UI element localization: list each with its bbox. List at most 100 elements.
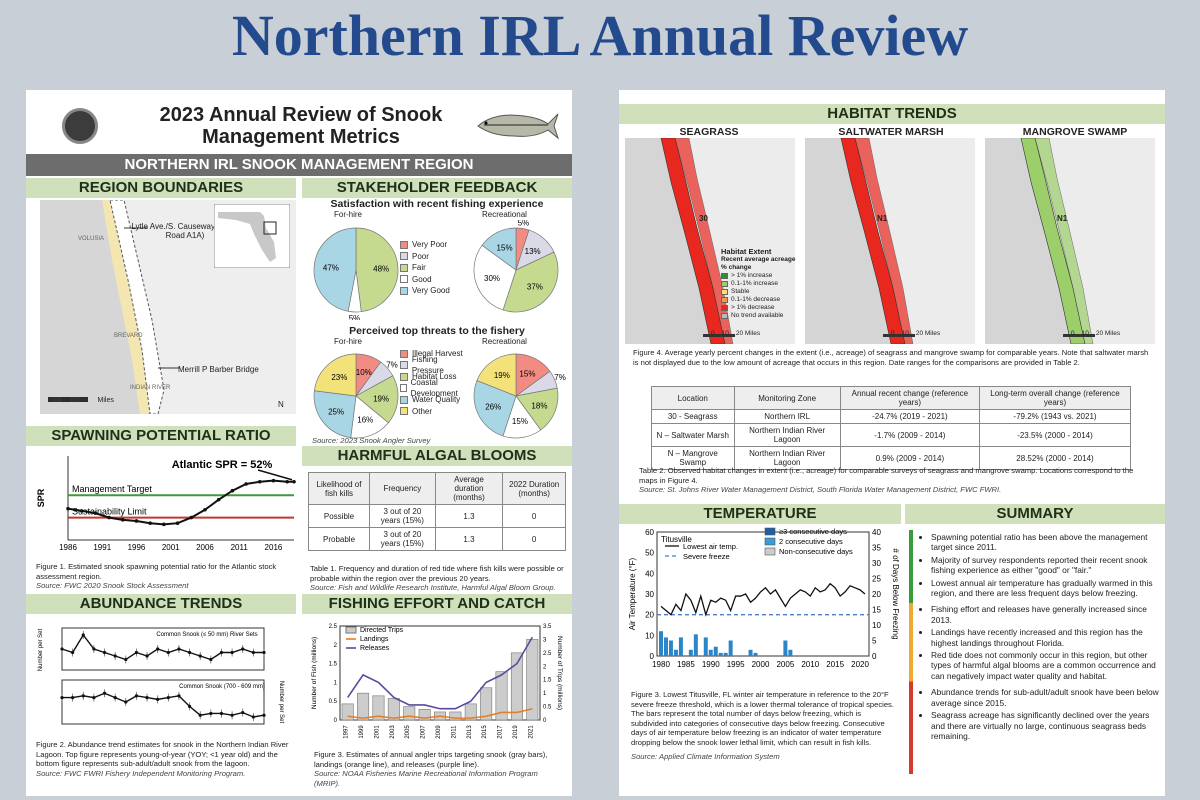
pie-slice: [481, 227, 517, 271]
y-tick-right: 20: [872, 590, 881, 599]
map-tag-mangrove: N1: [1057, 214, 1068, 223]
region-banner: NORTHERN IRL SNOOK MANAGEMENT REGION: [26, 154, 572, 176]
management-target-label: Management Target: [72, 484, 152, 494]
freeze-day-bar: [668, 640, 673, 656]
habitat-region: [854, 138, 914, 344]
pie-slice: [473, 380, 517, 437]
map-tag-seagrass: 30: [699, 214, 708, 223]
scale-bar: [703, 334, 735, 337]
summary-item: Spawning potential ratio has been above …: [931, 532, 1159, 553]
abundance-point: [209, 657, 213, 662]
abundance-point: [177, 647, 181, 651]
pie-label: 37%: [527, 283, 543, 292]
threats-title: Perceived top threats to the fishery: [349, 325, 525, 337]
abundance-point: [134, 694, 139, 698]
hab-caption: Table 1. Frequency and duration of red t…: [310, 564, 564, 593]
legend-item: 0.1-1% decrease: [721, 296, 803, 304]
legend-item: Very Good: [400, 285, 450, 297]
x-tick-label: 2006: [196, 543, 214, 552]
county-volusia: VOLUSIA: [78, 236, 105, 242]
abundance-point: [219, 650, 224, 655]
pie-slice: [313, 227, 357, 312]
recreational-label-1: Recreational: [482, 210, 527, 219]
habitat-legend-sub: Recent average acreage % change: [721, 256, 796, 271]
legend-label: 2 consecutive days: [779, 537, 843, 546]
spr-point: [271, 478, 276, 483]
x-tick-label: 2000: [752, 660, 770, 669]
hab-table-th: Location: [651, 386, 735, 410]
y-tick-right: 2: [543, 664, 547, 670]
y-tick-right: 0: [872, 652, 877, 661]
county-indian-river: INDIAN RIVER: [130, 385, 171, 391]
map-tag-marsh: N1: [877, 214, 888, 223]
y-tick-left: 2: [334, 643, 338, 649]
seagrass-map: [625, 138, 795, 344]
abundance-point: [113, 696, 117, 700]
x-tick-label: 1995: [727, 660, 745, 669]
table-row: 30 - Seagrass Northern IRL -24.7% (2019 - …: [651, 409, 1132, 424]
y-tick-right: 1.5: [543, 678, 552, 684]
pie-label: 19%: [373, 394, 389, 403]
freeze-day-bar: [708, 649, 713, 656]
map-title-marsh: SALTWATER MARSH: [838, 126, 944, 138]
x-tick-label: 1999: [359, 725, 365, 739]
abundance-point: [251, 715, 255, 719]
land-mass: [805, 138, 893, 344]
pie-label: 25%: [328, 407, 344, 416]
legend-swatch: [764, 527, 776, 536]
abundance-point: [209, 711, 213, 716]
abundance-point: [145, 654, 149, 658]
temperature-header: TEMPERATURE: [619, 504, 901, 524]
pie-label: 48%: [373, 264, 389, 273]
abundance-point: [251, 650, 255, 655]
x-tick-label: 1991: [93, 543, 111, 552]
freeze-day-bar: [748, 649, 753, 656]
spr-point: [230, 488, 235, 493]
x-tick-label: 1996: [128, 543, 146, 552]
x-tick-label: 2017: [498, 725, 504, 739]
y-tick-left: 50: [645, 549, 654, 558]
x-tick-label: 2001: [374, 725, 380, 739]
hab-table-th: Annual recent change (reference years): [839, 386, 980, 410]
spr-point: [134, 519, 139, 523]
y-tick-right: 15: [872, 606, 881, 615]
y-axis-label-left: Air Temperature (°F): [628, 557, 637, 630]
y-tick-right: 3: [543, 637, 547, 643]
x-tick-label: 2011: [231, 543, 249, 552]
x-tick-label: 2007: [421, 725, 427, 739]
x-tick-label: 2016: [265, 543, 283, 552]
legend-item: > 1% decrease: [721, 304, 803, 312]
pie-slice: [355, 375, 399, 424]
spr-annotation: Atlantic SPR = 52%: [172, 459, 273, 471]
county-brevard: BREVARD: [114, 333, 143, 339]
snook-fish-icon: [477, 113, 560, 140]
for-hire-label-2: For-hire: [334, 337, 363, 346]
pie-slice: [473, 244, 517, 311]
x-tick-label: 2021: [528, 725, 534, 739]
abundance-point: [198, 713, 202, 717]
legend-label: Non-consecutive days: [779, 547, 853, 556]
spr-header: SPAWNING POTENTIAL RATIO: [26, 426, 296, 446]
x-tick-label: 1997: [344, 725, 350, 739]
y-tick-right: 2.5: [543, 651, 552, 657]
habitat-region: [1034, 138, 1094, 344]
pie-label: 19%: [494, 371, 510, 380]
x-tick-label: 2015: [482, 725, 488, 739]
table-row: Probable 3 out of 20 years (15%) 1.3 0: [307, 527, 566, 551]
hab-table-th: Monitoring Zone: [733, 386, 841, 410]
y-tick-left: 2.5: [329, 624, 338, 630]
summary-item: Majority of survey respondents reported …: [931, 555, 1159, 576]
pie-label: 30%: [484, 274, 500, 283]
pie-label: 7%: [386, 360, 398, 369]
trip-bar: [341, 703, 354, 721]
hab-th: Average duration (months): [434, 472, 504, 505]
x-tick-label: 2003: [390, 725, 396, 739]
hab-th: Frequency: [369, 472, 436, 505]
map-scale-3: 0 10 20 Miles: [1071, 330, 1121, 337]
habitat-header: HABITAT TRENDS: [619, 104, 1165, 124]
legend-item: 0.1-1% increase: [721, 280, 803, 288]
land-mass: [985, 138, 1073, 344]
x-tick-label: 2015: [826, 660, 844, 669]
plot-frame: [656, 531, 870, 657]
satisfaction-legend: Very Poor Poor Fair Good Very Good: [400, 239, 450, 297]
